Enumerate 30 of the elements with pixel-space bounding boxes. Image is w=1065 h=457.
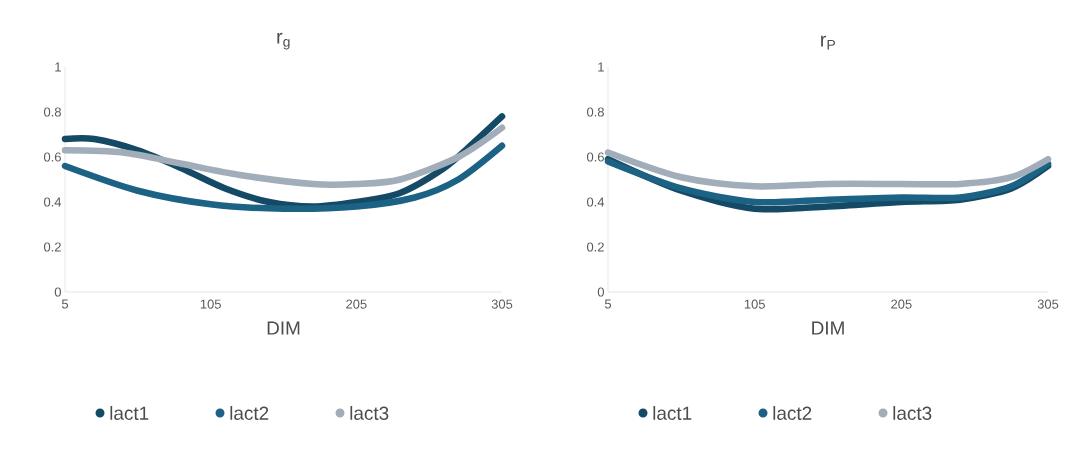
y-tick-label: 1 <box>55 62 61 72</box>
chart-title: r$_{g}$ <box>277 32 290 50</box>
y-tick-label: 0.2 <box>43 242 61 252</box>
x-tick-label: 105 <box>744 299 765 309</box>
y-tick-label: 0.4 <box>43 197 62 207</box>
y-tick-label: 1 <box>598 62 604 72</box>
x-tick-label: 5 <box>604 299 612 309</box>
y-tick-label: 0.6 <box>586 152 604 162</box>
x-tick-label: 5 <box>61 299 69 309</box>
x-tick-label: 205 <box>346 299 367 309</box>
y-tick-label: 0.8 <box>586 107 604 117</box>
y-tick-label: 0 <box>597 287 604 297</box>
legend-label: lact1 <box>110 406 149 420</box>
legend-label: lact3 <box>893 406 932 420</box>
legend-label: lact2 <box>773 406 812 420</box>
legend-label: lact3 <box>350 406 389 420</box>
y-tick-label: 0.8 <box>43 107 61 117</box>
y-tick-label: 0.2 <box>586 242 604 252</box>
x-axis-title: DIM <box>812 321 844 335</box>
x-tick-label: 205 <box>891 299 912 309</box>
legend-label: lact2 <box>230 406 269 420</box>
x-tick-label: 305 <box>1037 299 1059 309</box>
legend-label: lact1 <box>653 406 692 420</box>
x-tick-label: 105 <box>200 299 221 309</box>
y-tick-label: 0.6 <box>43 152 61 162</box>
y-tick-label: 0 <box>54 287 61 297</box>
y-tick-label: 0.4 <box>586 197 605 207</box>
x-tick-label: 305 <box>491 299 513 309</box>
x-axis-title: DIM <box>267 321 300 335</box>
chart-title: r$_{P}$ <box>821 35 835 50</box>
